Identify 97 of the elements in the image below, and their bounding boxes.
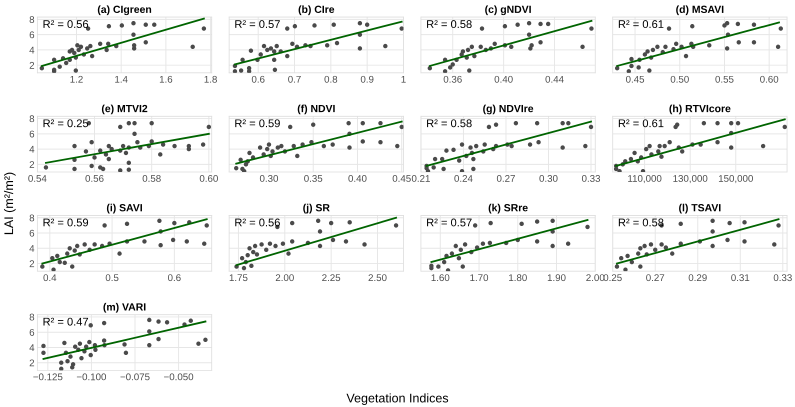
x-axis-title: Vegetation Indices — [346, 393, 448, 405]
x-tick-label: 0.45 — [392, 175, 411, 182]
y-tick-label: 6 — [30, 328, 34, 336]
y-tick-label: 6 — [30, 230, 34, 237]
x-tick-label: 0.21 — [412, 175, 430, 182]
y-tick-label: 8 — [30, 314, 34, 321]
y-tick-label: 6 — [30, 31, 34, 38]
annotation: R² = 0.59 — [235, 119, 280, 128]
x-tick-label: 0.36 — [444, 76, 462, 83]
annotation: R² = 0.58 — [427, 119, 472, 128]
x-tick-label: 0.33 — [582, 175, 600, 182]
x-tick-label: 2.00 — [276, 274, 294, 282]
x-tick-label: 0.4 — [43, 274, 56, 282]
x-tick-label: 0.40 — [348, 175, 367, 182]
x-tick-label: 1.70 — [470, 274, 488, 282]
chart-title: (b) CIre — [298, 5, 334, 16]
chart-title: (m) VARI — [103, 302, 146, 313]
x-tick-label: 1.80 — [509, 274, 527, 282]
x-tick-label: 1.2 — [70, 76, 83, 83]
x-tick-label: 150,000 — [718, 175, 753, 184]
x-tick-label: 1.8 — [204, 76, 217, 83]
x-tick-label: 110,000 — [628, 175, 662, 184]
annotation: R² = 0.56 — [44, 20, 88, 28]
y-tick-label: 8 — [30, 16, 34, 23]
chart-title: (c) gNDVI — [485, 5, 531, 16]
x-tick-label: 0.45 — [626, 76, 644, 83]
x-tick-label: 0.24 — [454, 175, 473, 182]
x-tick-label: 2.25 — [322, 274, 340, 282]
annotation: R² = 0.57 — [427, 218, 472, 226]
x-tick-label: 0.29 — [688, 274, 707, 282]
x-tick-label: −0.075 — [120, 373, 150, 380]
x-tick-label: −0.125 — [33, 373, 62, 380]
x-tick-label: 0.44 — [545, 76, 564, 83]
annotation: R² = 0.61 — [618, 20, 664, 28]
x-tick-label: 0.6 — [252, 76, 265, 83]
x-tick-label: −0.050 — [164, 373, 194, 380]
x-tick-label: 1.60 — [432, 274, 450, 282]
x-tick-label: 1.90 — [548, 274, 566, 282]
x-tick-label: 0.33 — [774, 274, 792, 282]
x-tick-label: 0.40 — [494, 76, 513, 83]
x-tick-label: 0.30 — [539, 175, 558, 182]
x-tick-label: 1.4 — [115, 76, 128, 83]
annotation: R² = 0.56 — [235, 218, 280, 226]
y-tick-label: 4 — [29, 344, 34, 351]
annotation: R² = 0.58 — [427, 20, 472, 28]
x-tick-label: 0.54 — [28, 175, 47, 182]
x-tick-label: 0.27 — [496, 175, 515, 182]
x-tick-label: 1 — [402, 76, 406, 83]
x-tick-label: 0.58 — [142, 175, 161, 182]
x-tick-label: 1.6 — [160, 76, 172, 83]
y-tick-label: 4 — [29, 245, 34, 252]
chart-title: (k) SRre — [488, 204, 528, 214]
annotation: R² = 0.57 — [235, 20, 280, 28]
annotation: R² = 0.58 — [618, 218, 664, 226]
annotation: R² = 0.61 — [618, 119, 664, 128]
x-tick-label: 0.25 — [604, 274, 622, 282]
y-tick-label: 2 — [30, 62, 34, 69]
x-tick-label: 0.60 — [760, 76, 778, 83]
x-tick-label: −0.100 — [76, 373, 106, 380]
x-tick-label: 0.56 — [85, 175, 104, 182]
y-tick-label: 2 — [30, 359, 34, 366]
chart-title: (a) CIgreen — [98, 5, 152, 16]
chart-title: (g) NDVIre — [483, 104, 534, 114]
y-tick-label: 8 — [30, 115, 34, 122]
chart-title: (h) RTVIcore — [669, 104, 730, 114]
x-tick-label: 0.9 — [360, 76, 374, 83]
x-tick-label: 0.35 — [304, 175, 322, 182]
x-tick-label: 0.50 — [670, 76, 689, 83]
x-tick-label: 0.6 — [168, 274, 181, 282]
x-tick-label: 0.8 — [324, 76, 338, 83]
x-tick-label: 0.55 — [715, 76, 734, 83]
chart-title: (f) NDVI — [298, 104, 335, 114]
x-tick-label: 0.7 — [288, 76, 301, 83]
annotation: R² = 0.59 — [44, 218, 88, 226]
y-tick-label: 6 — [30, 130, 34, 138]
x-tick-label: 130,000 — [673, 175, 708, 184]
chart-title: (l) TSAVI — [679, 204, 720, 214]
y-axis-title: LAI (m²/m²) — [4, 172, 16, 234]
annotation: R² = 0.25 — [44, 119, 88, 128]
x-tick-label: 0.31 — [731, 274, 750, 282]
x-tick-label: 2.50 — [368, 274, 387, 282]
annotation: R² = 0.47 — [44, 318, 88, 326]
y-tick-label: 2 — [30, 161, 34, 168]
chart-title: (d) MSAVI — [676, 5, 724, 16]
x-tick-label: 1.75 — [230, 274, 248, 282]
x-tick-label: 0.30 — [260, 175, 278, 182]
y-tick-label: 4 — [29, 146, 34, 153]
x-tick-label: 2.00 — [586, 274, 604, 282]
y-tick-label: 8 — [30, 214, 34, 222]
chart-title: (i) SAVI — [106, 204, 142, 214]
x-tick-label: 0.5 — [106, 274, 118, 282]
chart-title: (j) SR — [303, 204, 330, 214]
chart-title: (e) MTVI2 — [102, 104, 148, 114]
y-tick-label: 2 — [30, 260, 34, 268]
x-tick-label: 0.60 — [200, 175, 218, 182]
x-tick-label: 0.27 — [646, 274, 664, 282]
y-tick-label: 4 — [29, 46, 34, 54]
